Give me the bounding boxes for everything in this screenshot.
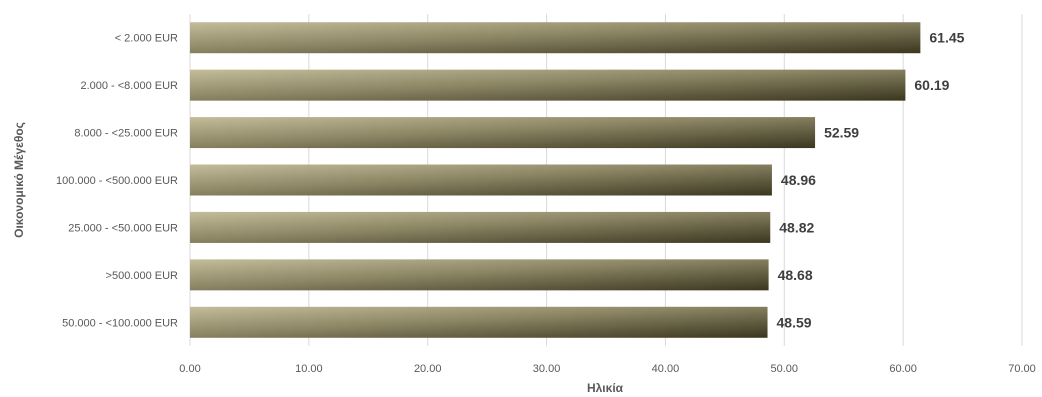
x-tick-label: 20.00 [414, 363, 442, 375]
x-tick-label: 50.00 [771, 363, 799, 375]
data-label: 60.19 [914, 77, 949, 93]
category-label: 2.000 - <8.000 EUR [80, 80, 178, 92]
data-label: 48.59 [777, 314, 812, 330]
y-axis-title: Οικονομικό Μέγεθος [12, 122, 26, 238]
category-label: >500.000 EUR [106, 270, 179, 282]
bar [190, 211, 771, 243]
x-tick-label: 10.00 [295, 363, 323, 375]
x-tick-label: 70.00 [1008, 363, 1036, 375]
x-tick-label: 40.00 [652, 363, 680, 375]
bar [190, 306, 768, 338]
bar [190, 117, 816, 149]
x-tick-label: 0.00 [179, 363, 200, 375]
data-label: 48.68 [778, 267, 813, 283]
bar [190, 259, 769, 291]
x-tick-label: 60.00 [889, 363, 917, 375]
data-label: 48.82 [779, 219, 814, 235]
data-label: 48.96 [781, 172, 816, 188]
category-label: 50.000 - <100.000 EUR [62, 317, 178, 329]
category-label: 8.000 - <25.000 EUR [74, 128, 178, 140]
data-label: 61.45 [929, 30, 964, 46]
labels: 0.00 10.00 20.00 30.00 40.00 50.00 60.00 70.00 <… [56, 30, 1036, 375]
category-label: 25.000 - <50.000 EUR [68, 222, 178, 234]
bars [190, 22, 921, 338]
x-axis-title: Ηλικία [587, 381, 624, 395]
data-label: 52.59 [824, 125, 859, 141]
bar [190, 69, 906, 101]
bar [190, 22, 921, 54]
bar [190, 164, 772, 196]
x-tick-label: 30.00 [533, 363, 561, 375]
category-label: < 2.000 EUR [115, 33, 178, 45]
category-label: 100.000 - <500.000 EUR [56, 175, 178, 187]
